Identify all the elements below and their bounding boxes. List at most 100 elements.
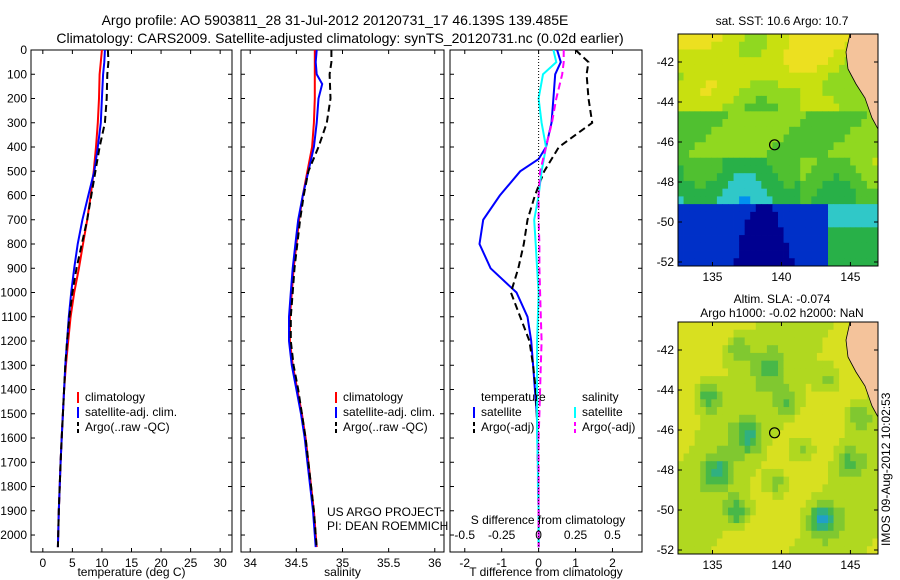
map-cell — [700, 95, 707, 104]
map-cell — [733, 376, 740, 385]
map-cell — [761, 468, 768, 478]
map-cell — [850, 430, 857, 439]
map-cell — [711, 49, 718, 58]
map-cell — [739, 188, 746, 197]
map-cell — [833, 41, 840, 50]
map-cell — [822, 111, 829, 120]
map-cell — [744, 150, 751, 159]
map-cell — [778, 322, 784, 331]
map-cell — [739, 499, 746, 508]
map-cell — [839, 119, 846, 128]
map-cell — [755, 41, 762, 50]
map-cell — [772, 173, 779, 182]
map-cell — [689, 235, 696, 244]
map-cell — [733, 492, 740, 501]
map-cell — [705, 142, 712, 151]
map-cell — [816, 88, 823, 97]
map-cell — [800, 399, 807, 408]
map-cell — [755, 546, 762, 555]
map-cell — [844, 453, 851, 462]
map-cell — [839, 422, 846, 431]
map-cell — [739, 88, 746, 97]
map-cell — [705, 337, 712, 346]
plot-frame — [449, 49, 643, 553]
map-cell — [794, 484, 801, 493]
map-cell — [822, 34, 829, 43]
map-cell — [872, 180, 879, 190]
map-cell — [833, 376, 840, 385]
map-cell — [739, 352, 746, 362]
map-cell — [794, 376, 801, 385]
map-cell — [839, 41, 846, 50]
map-cell — [816, 368, 823, 377]
map-cell — [783, 211, 790, 220]
map-cell — [794, 322, 801, 331]
map-cell — [861, 173, 868, 182]
map-cell — [861, 461, 868, 470]
map-cell — [694, 88, 701, 97]
map-cell — [705, 507, 712, 516]
map-cell — [772, 180, 779, 190]
map-cell — [755, 352, 762, 362]
map-cell — [744, 538, 751, 547]
map-cell — [805, 515, 812, 524]
map-cell — [783, 546, 790, 555]
map-cell — [728, 142, 734, 151]
map-cell — [861, 211, 868, 220]
map-cell — [689, 188, 696, 197]
map-cell — [783, 103, 790, 112]
map-cell — [678, 227, 684, 236]
map-cell — [816, 515, 823, 524]
map-cell — [805, 95, 812, 104]
map-cell — [728, 499, 734, 508]
map-cell — [805, 391, 812, 400]
map-cell — [816, 34, 823, 43]
map-cell — [805, 34, 812, 43]
map-cell — [833, 515, 840, 524]
map-cell — [805, 499, 812, 508]
map-cell — [755, 211, 762, 220]
map-cell — [711, 235, 718, 244]
map-cell — [850, 111, 857, 120]
map-cell — [705, 134, 712, 143]
map-cell — [728, 546, 734, 555]
map-cell — [689, 499, 696, 508]
map-cell — [722, 235, 729, 244]
map-cell — [733, 337, 740, 346]
map-cell — [844, 445, 851, 454]
map-cell — [733, 546, 740, 555]
map-cell — [772, 142, 779, 151]
map-cell — [778, 445, 784, 454]
map-cell — [750, 165, 757, 174]
map-cell — [778, 196, 784, 205]
map-cell — [839, 64, 846, 74]
map-cell — [766, 72, 773, 81]
map-cell — [844, 414, 851, 423]
map-cell — [789, 499, 796, 508]
map-cell — [800, 258, 807, 267]
map-cell — [816, 219, 823, 228]
map-cell — [766, 507, 773, 516]
map-cell — [761, 322, 768, 331]
map-cell — [861, 422, 868, 431]
map-cell — [689, 204, 696, 213]
map-cell — [783, 407, 790, 416]
map-cell — [716, 49, 723, 58]
map-cell — [828, 41, 834, 50]
legend-label: satellite — [582, 405, 623, 419]
map-cell — [811, 49, 818, 58]
map-cell — [811, 360, 818, 369]
map-cell — [822, 468, 829, 478]
map-cell — [839, 329, 846, 338]
map-cell — [828, 453, 834, 462]
map-cell — [822, 352, 829, 362]
map-cell — [800, 72, 807, 81]
plot-frame — [240, 49, 445, 553]
map-cell — [866, 476, 873, 485]
map-cell — [733, 407, 740, 416]
map-cell — [855, 242, 862, 251]
map-cell — [800, 453, 807, 462]
map-cell — [778, 119, 784, 128]
map-cell — [828, 484, 834, 493]
map-cell — [866, 499, 873, 508]
